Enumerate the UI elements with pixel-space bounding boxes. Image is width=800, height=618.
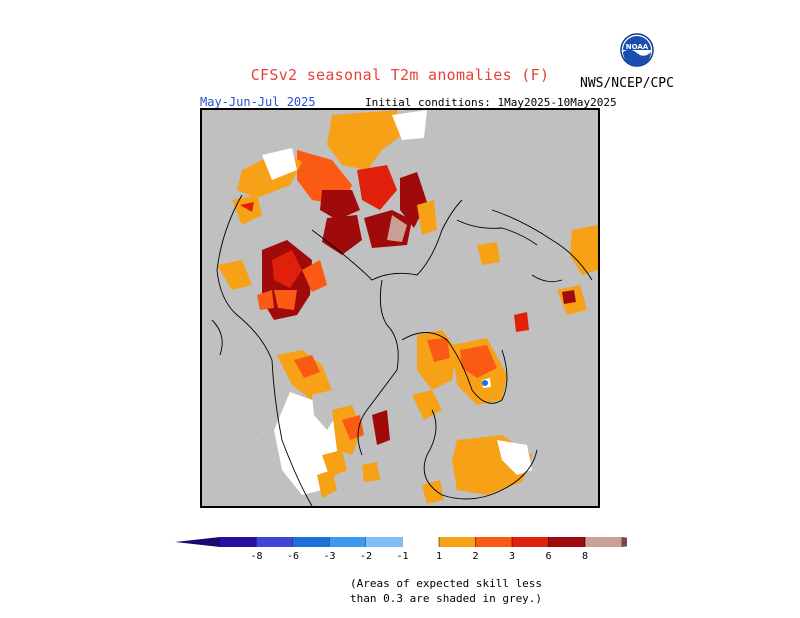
map-title: CFSv2 seasonal T2m anomalies (F) bbox=[250, 66, 550, 84]
pacific-side-anomalies bbox=[477, 225, 598, 332]
legend-tick-label: -6 bbox=[287, 551, 299, 562]
legend-high-arrow bbox=[621, 537, 627, 547]
legend-low-arrow bbox=[175, 537, 220, 547]
legend-tick-label: 2 bbox=[472, 551, 478, 562]
legend-swatch bbox=[293, 537, 330, 547]
legend-swatch bbox=[548, 537, 585, 547]
skill-note: (Areas of expected skill less than 0.3 a… bbox=[350, 576, 542, 606]
legend-tick-label: -8 bbox=[250, 551, 262, 562]
legend-tick-label: -3 bbox=[323, 551, 335, 562]
coastlines bbox=[211, 194, 593, 506]
skill-note-line2: than 0.3 are shaded in grey.) bbox=[350, 592, 543, 605]
map-canvas bbox=[209, 110, 598, 506]
legend-swatch bbox=[220, 537, 257, 547]
legend-tick-label: 6 bbox=[545, 551, 551, 562]
legend-tick-label: 1 bbox=[436, 551, 442, 562]
legend-swatch bbox=[475, 537, 512, 547]
legend-swatch bbox=[439, 537, 476, 547]
legend-tick-label: 3 bbox=[509, 551, 515, 562]
north-america-anomalies bbox=[274, 330, 532, 504]
legend-tick-label: 8 bbox=[582, 551, 588, 562]
legend-swatch bbox=[512, 537, 549, 547]
legend-tick-label: -2 bbox=[360, 551, 372, 562]
eurasia-anomalies bbox=[217, 110, 437, 320]
skill-note-line1: (Areas of expected skill less bbox=[350, 577, 543, 590]
agency-label: NWS/NCEP/CPC bbox=[580, 76, 674, 91]
season-label: May-Jun-Jul 2025 bbox=[200, 95, 316, 109]
legend-swatch bbox=[585, 537, 622, 547]
legend-swatch bbox=[329, 537, 366, 547]
svg-text:NOAA: NOAA bbox=[626, 43, 649, 51]
noaa-logo: NOAA bbox=[620, 33, 654, 67]
legend-swatch bbox=[256, 537, 293, 547]
legend-swatch bbox=[402, 537, 439, 547]
initial-conditions-label: Initial conditions: 1May2025-10May2025 bbox=[365, 96, 617, 109]
color-legend: -8 -6 -3 -2 -1 1 2 3 6 8 bbox=[175, 537, 627, 562]
legend-swatch bbox=[366, 537, 403, 547]
legend-tick-label: -1 bbox=[396, 551, 408, 562]
polar-map bbox=[200, 108, 600, 508]
